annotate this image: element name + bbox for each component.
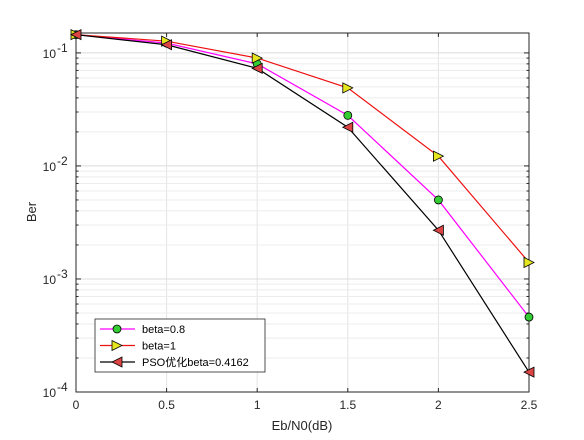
x-tick-label: 0 <box>73 398 80 412</box>
data-point <box>523 256 535 269</box>
series-line <box>75 34 530 373</box>
y-tick-label: 10 <box>43 47 57 61</box>
y-tick-label: 10 <box>43 386 57 400</box>
y-tick-exponent: -4 <box>57 380 68 394</box>
legend-marker <box>112 324 122 334</box>
series-3 <box>70 29 535 378</box>
data-point <box>341 121 354 133</box>
data-point <box>523 366 535 378</box>
legend-marker <box>111 356 123 368</box>
legend-label: beta=1 <box>142 341 176 353</box>
x-tick-label: 1 <box>254 398 261 412</box>
data-point <box>432 150 445 162</box>
data-point <box>342 82 354 94</box>
data-point <box>160 39 173 51</box>
data-series <box>70 29 535 378</box>
legend: beta=0.8 beta=1 PSO优化beta=0.4162 <box>94 318 266 373</box>
y-axis-label: Ber <box>24 201 39 222</box>
legend-label: PSO优化beta=0.4162 <box>142 355 249 369</box>
series-line <box>75 34 530 263</box>
x-tick-label: 1.5 <box>339 398 356 412</box>
data-point <box>432 224 444 236</box>
y-tick-label: 10 <box>43 160 57 174</box>
axes-box <box>75 32 530 393</box>
legend-label: beta=0.8 <box>142 324 185 336</box>
legend-item: beta=0.8 <box>100 324 185 336</box>
y-tick-exponent: -3 <box>57 267 68 281</box>
data-point <box>251 52 264 64</box>
data-point <box>70 29 82 41</box>
legend-item: beta=1 <box>100 339 176 353</box>
y-tick-label: 10 <box>43 273 57 287</box>
x-tick-label: 2.5 <box>521 398 538 412</box>
x-tick-label: 0.5 <box>158 398 175 412</box>
x-axis-label: Eb/N0(dB) <box>272 418 333 433</box>
y-tick-exponent: -2 <box>57 154 68 168</box>
series-line <box>75 34 530 318</box>
legend-item: PSO优化beta=0.4162 <box>100 355 249 369</box>
y-tick-exponent: -1 <box>57 41 68 55</box>
data-point <box>251 62 263 75</box>
legend-marker <box>111 339 123 352</box>
x-tick-label: 2 <box>435 398 442 412</box>
axes: 0 0.5 1 1.5 2 2.510-110-210-310-4 <box>43 32 538 412</box>
data-point <box>524 312 534 322</box>
data-point <box>343 110 353 120</box>
data-point <box>433 195 443 205</box>
